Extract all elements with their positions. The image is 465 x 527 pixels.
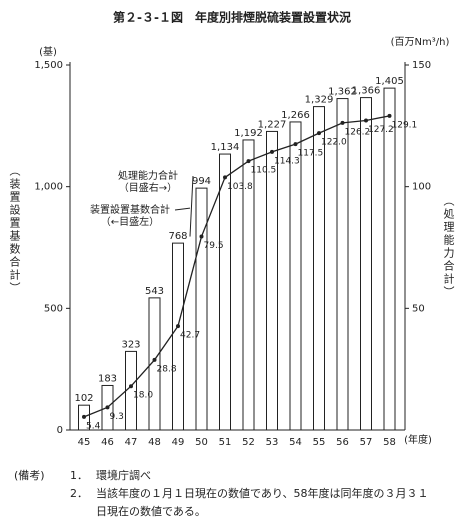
bar-value-label: 1,366 (352, 86, 381, 97)
line-point (246, 159, 251, 164)
y2-tick-label: 150 (412, 60, 431, 71)
y-unit: (基) (39, 45, 57, 58)
line-value-label: 110.5 (251, 166, 277, 176)
line-value-label: 103.8 (227, 182, 253, 192)
bar (242, 139, 255, 431)
x-tick-label: 55 (313, 437, 326, 448)
line-value-label: 117.5 (298, 149, 324, 159)
bar-value-label: 102 (74, 393, 93, 404)
line-point (82, 414, 86, 419)
line-point (223, 175, 227, 180)
bar (360, 97, 372, 431)
x-tick-label: 48 (148, 437, 161, 448)
annotation-leader (174, 207, 191, 211)
x-tick-label: 51 (219, 437, 232, 448)
note-number: 2． (70, 487, 88, 500)
bar-value-label: 768 (168, 231, 187, 242)
line-point (340, 120, 345, 125)
bar-value-label: 1,192 (234, 128, 263, 139)
bar (195, 187, 208, 431)
y-tick-label: 1,000 (34, 182, 63, 193)
x-tick-label: 54 (289, 437, 302, 448)
line-point (105, 405, 110, 410)
notes-heading: (備考) (14, 469, 45, 482)
line-value-label: 129.1 (392, 120, 418, 130)
y-tick-label: 500 (44, 303, 63, 314)
bar (266, 130, 278, 431)
annotation: （目盛右→） (119, 181, 177, 194)
line-point (387, 113, 392, 118)
line-point (270, 149, 274, 154)
line-point (129, 384, 133, 389)
bar-value-label: 994 (192, 176, 211, 187)
line (83, 115, 390, 418)
annotation: 処理能力合計 (118, 169, 178, 182)
y2-axis-label: （処理能力合計） (442, 195, 455, 299)
x-tick-label: 45 (78, 437, 91, 448)
bar-value-label: 543 (145, 286, 164, 297)
annotation: （←目盛左） (101, 215, 159, 228)
bar (383, 87, 396, 431)
y2-tick-label: 100 (412, 182, 431, 193)
note-number: 1． (70, 469, 88, 482)
x-tick-label: 58 (383, 437, 396, 448)
annotation-leader (189, 175, 194, 237)
line-point (199, 234, 204, 239)
bar (289, 121, 302, 431)
bar-value-label: 1,405 (375, 76, 404, 87)
annotation: 装置設置基数合計 (90, 203, 170, 216)
bar-value-label: 1,134 (211, 142, 240, 153)
chart-title: 第２-３-１図 年度別排煙脱硫装置設置状況 (113, 10, 351, 25)
line-point (293, 142, 298, 147)
line-value-label: 127.2 (368, 125, 394, 135)
y-axis-label: （装置設置基数合計） (8, 165, 21, 295)
x-tick-label: 47 (125, 437, 138, 448)
line-point (364, 118, 368, 123)
bar (336, 98, 349, 431)
note-text: 環境庁調べ (96, 468, 151, 482)
line-value-label: 126.2 (345, 127, 371, 137)
x-tick-label: 46 (101, 437, 114, 448)
y-tick-label: 0 (57, 425, 63, 436)
line-value-label: 28.8 (157, 364, 177, 374)
bar (172, 242, 184, 431)
line-value-label: 18.0 (133, 391, 153, 401)
x-tick-label: 57 (360, 437, 373, 448)
line-point (152, 357, 157, 362)
line-value-label: 5.4 (86, 421, 101, 431)
bar-value-label: 1,266 (281, 110, 310, 121)
y2-unit: (百万Nm³/h) (391, 36, 450, 48)
x-tick-label: 49 (172, 437, 185, 448)
line-value-label: 9.3 (110, 412, 124, 422)
bar-value-label: 183 (98, 373, 117, 384)
line-value-label: 79.5 (204, 241, 224, 251)
line-value-label: 114.3 (274, 156, 300, 166)
line-point (317, 131, 321, 136)
x-tick-label: 53 (266, 437, 279, 448)
note-text: 日現在の数値である。 (96, 505, 206, 518)
x-tick-label: 56 (336, 437, 349, 448)
y-tick-label: 1,500 (34, 60, 63, 71)
bar (148, 297, 161, 431)
note-text: 当該年度の１月１日現在の数値であり、58年度は同年度の３月３１ (96, 486, 428, 500)
y2-tick-label: 50 (412, 303, 425, 314)
bar (313, 106, 325, 431)
bar-value-label: 323 (121, 339, 140, 350)
line-point (176, 324, 180, 329)
bar-value-label: 1,362 (328, 87, 357, 98)
line-value-label: 122.0 (321, 138, 347, 148)
bar (219, 153, 231, 431)
bar-value-label: 1,329 (305, 95, 334, 106)
x-tick-label: 52 (242, 437, 255, 448)
line-value-label: 42.7 (180, 331, 200, 341)
x-unit: (年度) (404, 433, 432, 446)
bar-value-label: 1,227 (258, 119, 287, 130)
x-tick-label: 50 (195, 437, 208, 448)
